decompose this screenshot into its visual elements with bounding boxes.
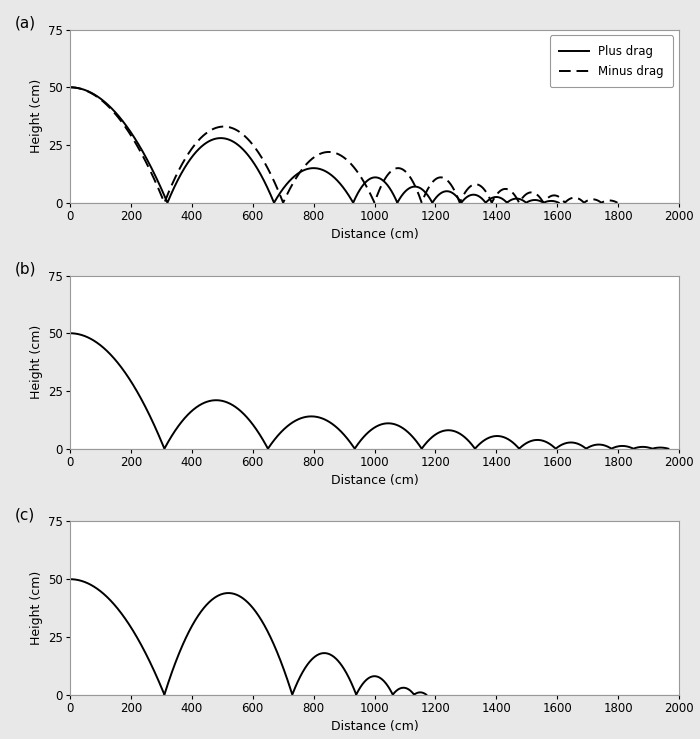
- Text: (c): (c): [15, 508, 36, 522]
- X-axis label: Distance (cm): Distance (cm): [330, 474, 419, 487]
- Y-axis label: Height (cm): Height (cm): [29, 79, 43, 153]
- Y-axis label: Height (cm): Height (cm): [29, 571, 43, 645]
- Text: (a): (a): [15, 16, 36, 31]
- X-axis label: Distance (cm): Distance (cm): [330, 228, 419, 241]
- X-axis label: Distance (cm): Distance (cm): [330, 721, 419, 733]
- Y-axis label: Height (cm): Height (cm): [29, 325, 43, 399]
- Text: (b): (b): [15, 262, 36, 276]
- Legend: Plus drag, Minus drag: Plus drag, Minus drag: [550, 35, 673, 87]
